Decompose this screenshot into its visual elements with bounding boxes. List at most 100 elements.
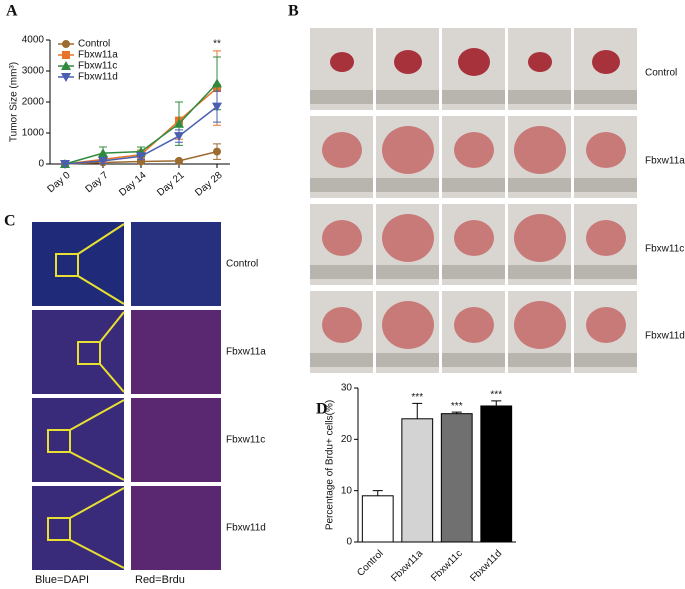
zoom-box	[47, 517, 71, 541]
tumor	[382, 214, 434, 262]
x-tick-label: Day 0	[46, 170, 73, 195]
annotation: **	[213, 39, 221, 50]
ruler	[376, 353, 439, 367]
row-label: Fbxw11d	[226, 523, 266, 534]
zoom-box	[55, 253, 79, 277]
legend-label: Fbxw11c	[78, 61, 117, 72]
ruler	[310, 178, 373, 192]
y-tick-label: 3000	[22, 66, 45, 77]
zoom-line	[77, 275, 125, 305]
row-label: Fbxw11a	[645, 156, 685, 167]
row-label: Control	[645, 68, 677, 79]
error-bar	[372, 490, 383, 496]
row-label: Fbxw11d	[645, 331, 685, 342]
marker	[98, 156, 108, 166]
tumor	[458, 48, 490, 76]
y-tick-label: 4000	[22, 35, 45, 46]
x-tick-label: Day 28	[193, 170, 225, 199]
ruler	[376, 90, 439, 104]
zoom-line	[69, 539, 125, 569]
bar	[440, 413, 473, 543]
ruler	[508, 353, 571, 367]
panel-label: C	[4, 213, 16, 230]
x-tick-label: Fbxw11d	[468, 548, 504, 584]
tumor	[586, 220, 626, 256]
zoom-line	[69, 487, 125, 519]
bar	[401, 418, 434, 543]
y-tick-label: 0	[38, 159, 44, 170]
zoom-box	[77, 341, 101, 365]
tumor	[454, 307, 494, 343]
ruler	[574, 265, 637, 279]
legend-label: Control	[78, 39, 110, 50]
row-label: Fbxw11a	[226, 347, 266, 358]
marker	[62, 40, 70, 48]
marker	[174, 132, 184, 142]
x-tick-label: Fbxw11c	[429, 548, 465, 584]
ruler	[574, 353, 637, 367]
significance: ***	[451, 401, 463, 412]
zoom-line	[69, 451, 125, 481]
tumor	[322, 132, 362, 168]
tumor	[394, 50, 422, 74]
ruler	[442, 265, 505, 279]
tumor	[454, 220, 494, 256]
tumor	[586, 132, 626, 168]
x-tick-label: Day 21	[155, 170, 187, 199]
marker	[212, 78, 222, 88]
zoom-line	[69, 399, 125, 431]
ruler	[310, 265, 373, 279]
tumor	[330, 52, 354, 72]
stain-legend: Red=Brdu	[135, 574, 185, 586]
ruler	[574, 90, 637, 104]
error-bar	[412, 402, 423, 419]
significance: ***	[490, 389, 502, 400]
y-tick-label: 1000	[22, 128, 45, 139]
tumor	[322, 220, 362, 256]
y-axis-label: Percentage of Brdu+ cells(%)	[325, 400, 336, 530]
tumor	[592, 50, 620, 74]
zoom-line	[99, 363, 125, 393]
error-bar	[491, 400, 502, 406]
marker	[62, 51, 70, 59]
bar	[361, 495, 394, 543]
stain-image	[32, 486, 124, 570]
tumor	[528, 52, 552, 72]
ruler	[442, 353, 505, 367]
row-label: Fbxw11c	[645, 244, 684, 255]
stain-image	[32, 398, 124, 482]
marker	[61, 61, 71, 70]
marker	[98, 148, 108, 158]
tumor	[514, 214, 566, 262]
x-tick-label: Day 14	[117, 170, 149, 199]
ruler	[508, 265, 571, 279]
significance: ***	[411, 392, 423, 403]
y-tick-label: 20	[341, 434, 353, 445]
marker	[136, 152, 146, 162]
stain-image	[131, 398, 221, 482]
zoom-line	[77, 223, 125, 255]
marker	[213, 147, 221, 156]
tumor	[382, 126, 434, 174]
marker	[60, 160, 70, 169]
stain-image	[131, 486, 221, 570]
legend-label: Fbxw11d	[78, 72, 118, 83]
ruler	[442, 178, 505, 192]
tumor	[514, 126, 566, 174]
marker	[61, 73, 71, 82]
x-tick-label: Fbxw11a	[389, 548, 425, 584]
ruler	[442, 90, 505, 104]
ruler	[310, 90, 373, 104]
stain-legend: Blue=DAPI	[35, 574, 89, 586]
y-tick-label: 2000	[22, 97, 45, 108]
ruler	[508, 90, 571, 104]
panel-label: A	[6, 3, 18, 20]
tumor	[322, 307, 362, 343]
marker	[212, 102, 222, 112]
marker	[175, 156, 183, 165]
y-axis-label: Tumor Size (mm³)	[9, 62, 20, 142]
zoom-box	[47, 429, 71, 453]
row-label: Control	[226, 259, 258, 270]
marker	[174, 118, 184, 128]
